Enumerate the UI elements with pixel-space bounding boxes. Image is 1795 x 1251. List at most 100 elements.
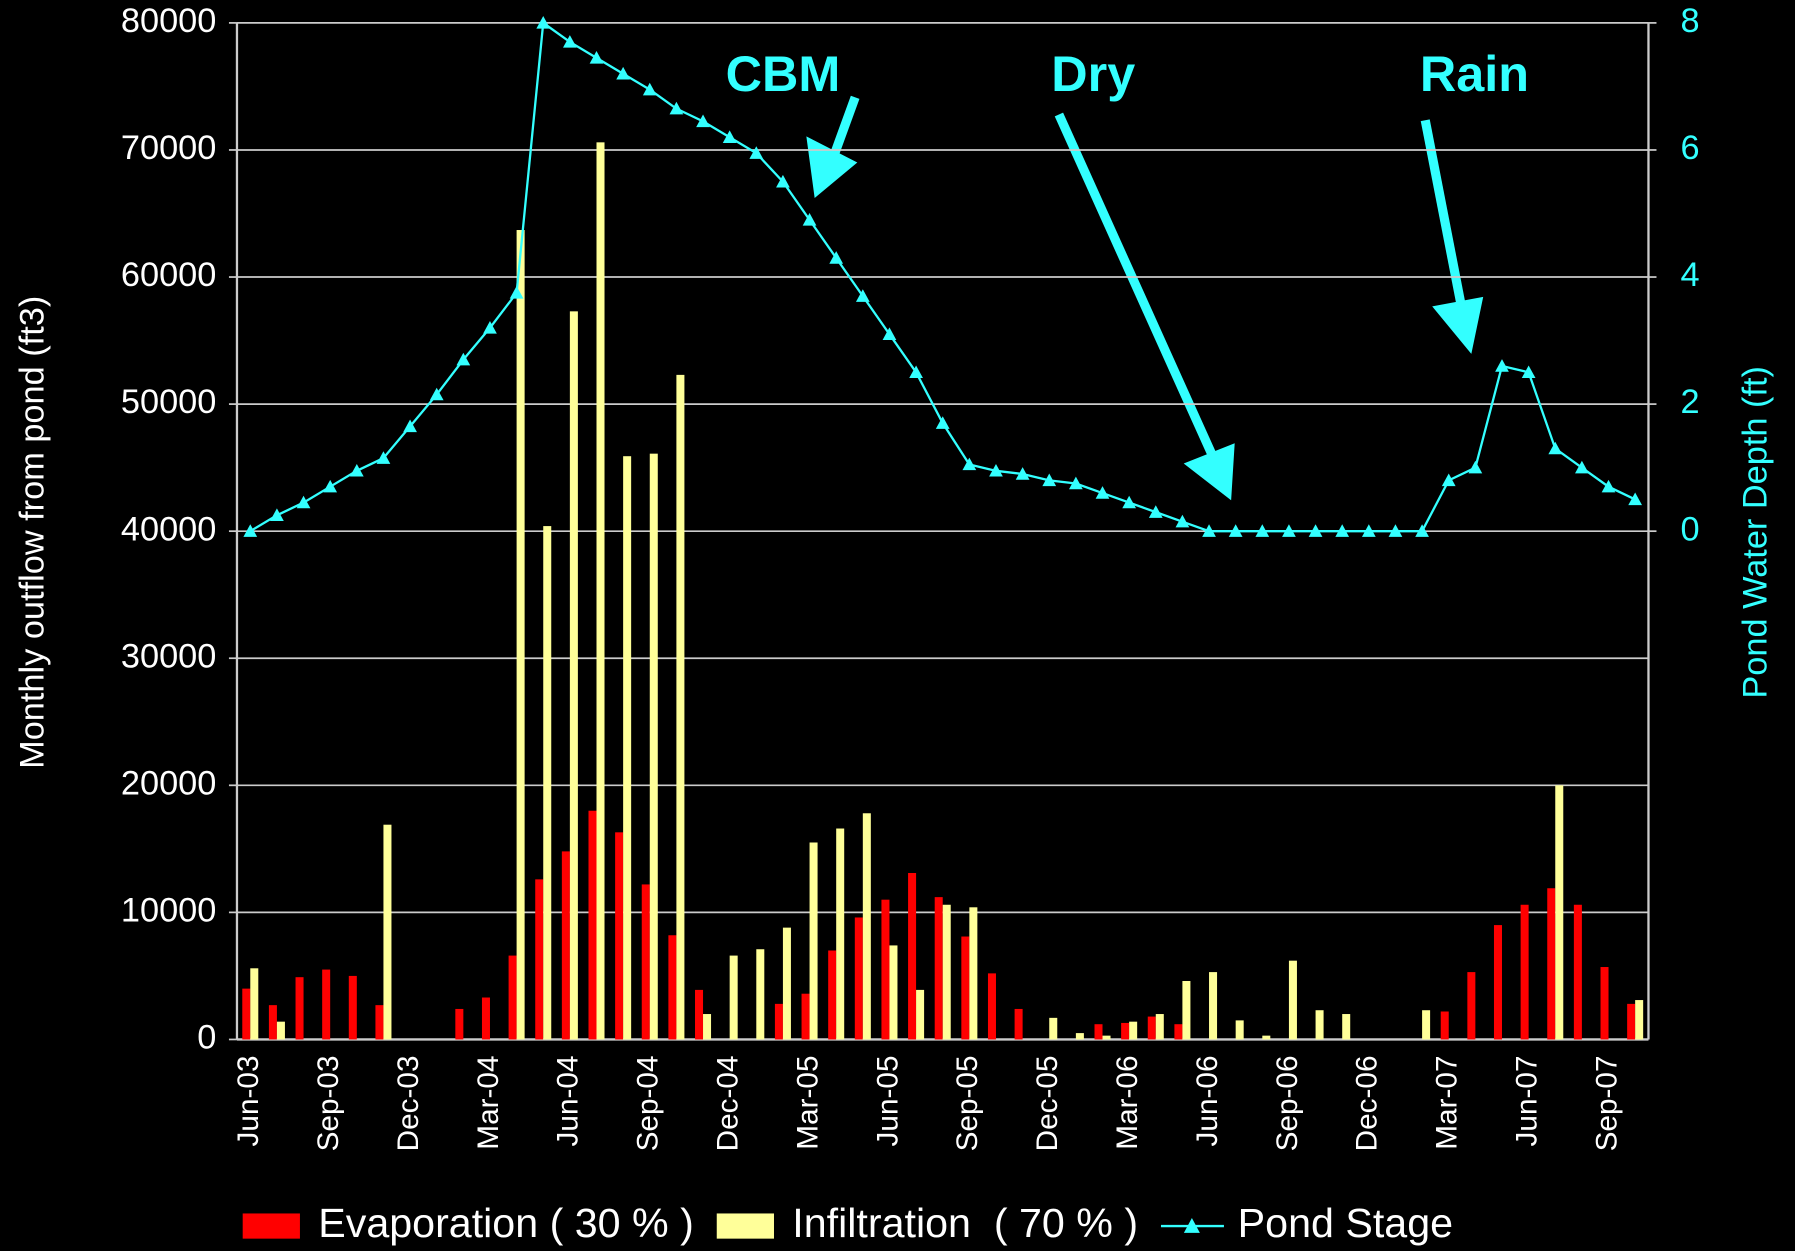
- marker: [882, 327, 897, 340]
- marker: [270, 508, 284, 522]
- bar: [1573, 904, 1582, 1040]
- marker: [1468, 460, 1483, 474]
- marker: [855, 289, 870, 302]
- y-tick-label: 10000: [121, 891, 216, 929]
- marker: [1015, 467, 1030, 480]
- bar: [854, 917, 863, 1040]
- bar: [1014, 1008, 1023, 1040]
- bar: [1635, 1000, 1644, 1040]
- y-tick-label: 60000: [121, 256, 216, 294]
- marker: [1042, 473, 1057, 487]
- bar: [1102, 1035, 1111, 1040]
- marker: [1495, 359, 1509, 372]
- marker: [802, 212, 817, 226]
- bar: [295, 977, 304, 1040]
- bar: [961, 936, 970, 1040]
- bar: [268, 1005, 277, 1040]
- legend-swatch: [242, 1213, 300, 1239]
- bar: [934, 897, 943, 1040]
- bar: [615, 832, 624, 1040]
- y2-axis-title: Pond Water Depth (ft): [1736, 366, 1774, 699]
- x-tick-label: Mar-06: [1111, 1055, 1144, 1149]
- bar: [756, 949, 765, 1040]
- marker: [1095, 486, 1110, 499]
- y-tick-label: 20000: [121, 764, 216, 802]
- bar: [809, 842, 818, 1040]
- bar: [508, 955, 517, 1040]
- bar: [1315, 1010, 1324, 1040]
- bar: [481, 997, 490, 1040]
- bar: [828, 950, 837, 1040]
- marker: [376, 451, 391, 464]
- marker: [536, 16, 551, 29]
- legend-marker: [1183, 1218, 1200, 1233]
- bar: [889, 945, 898, 1040]
- bar: [916, 989, 925, 1040]
- bar: [242, 988, 251, 1040]
- y-tick-label: 0: [197, 1019, 216, 1057]
- marker: [776, 174, 790, 188]
- bar: [455, 1008, 464, 1040]
- bar: [322, 969, 331, 1040]
- marker: [616, 66, 631, 80]
- bar: [250, 968, 259, 1040]
- marker: [749, 146, 764, 159]
- marker: [1601, 479, 1616, 493]
- y2-tick-label: 4: [1681, 256, 1700, 294]
- bar: [1600, 967, 1609, 1040]
- marker: [1308, 524, 1323, 537]
- bar: [1342, 1014, 1351, 1040]
- annotation: CBM: [726, 45, 841, 102]
- bar: [969, 907, 978, 1040]
- bar: [1262, 1035, 1271, 1040]
- marker: [909, 365, 923, 379]
- x-tick-label: Jun-05: [871, 1055, 904, 1146]
- x-tick-label: Jun-03: [232, 1055, 265, 1146]
- marker: [429, 387, 444, 401]
- plot-root: Monthly outflow from pond (ft3) Pond Wat…: [13, 2, 1774, 1246]
- arrow-head: [1183, 443, 1235, 501]
- bar: [908, 872, 917, 1040]
- marker: [1228, 524, 1243, 537]
- bar: [1182, 980, 1191, 1040]
- x-tick-label: Mar-07: [1431, 1055, 1464, 1149]
- bar: [1493, 925, 1502, 1040]
- bar: [1121, 1022, 1130, 1040]
- x-tick-label: Sep-07: [1590, 1055, 1623, 1151]
- y-tick-label: 70000: [121, 129, 216, 167]
- marker: [1335, 524, 1350, 537]
- bar: [649, 453, 658, 1040]
- marker: [1628, 492, 1643, 506]
- bar: [881, 899, 890, 1040]
- arrow: [1054, 112, 1218, 460]
- legend-label: Infiltration ( 70 % ): [792, 1200, 1138, 1246]
- marker: [509, 286, 524, 299]
- bar: [641, 884, 650, 1040]
- marker: [403, 419, 417, 433]
- bar: [774, 1003, 783, 1040]
- x-tick-label: Jun-07: [1510, 1055, 1543, 1146]
- bar: [1627, 1003, 1636, 1040]
- marker: [1361, 524, 1376, 537]
- marker: [1548, 441, 1563, 455]
- bar: [623, 456, 632, 1040]
- x-tick-label: Dec-05: [1031, 1055, 1064, 1151]
- bar: [1555, 785, 1564, 1040]
- bar: [987, 973, 996, 1040]
- y2-tick-label: 8: [1681, 2, 1700, 40]
- y-tick-label: 80000: [121, 2, 216, 40]
- marker: [1148, 505, 1163, 518]
- bar: [1288, 960, 1297, 1040]
- marker: [1255, 524, 1270, 537]
- arrows: [806, 95, 1484, 501]
- marker: [935, 416, 950, 429]
- bar: [729, 955, 738, 1040]
- y2-tick-label: 0: [1681, 510, 1700, 548]
- marker: [1575, 460, 1589, 474]
- x-tick-label: Jun-04: [552, 1055, 585, 1146]
- marker: [1388, 524, 1403, 537]
- x-tick-label: Jun-06: [1191, 1055, 1224, 1146]
- bar: [862, 813, 871, 1040]
